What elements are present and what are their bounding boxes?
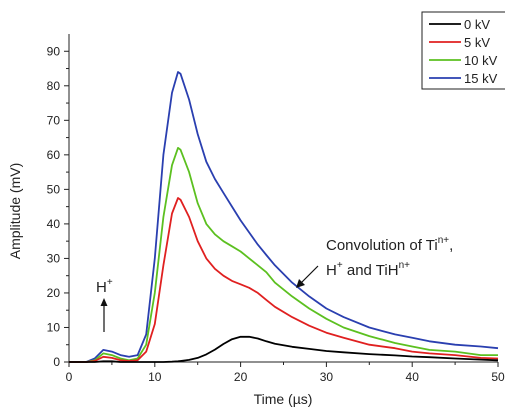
annotation-convolution-arrowhead — [296, 279, 305, 288]
x-tick-label: 50 — [491, 370, 505, 384]
x-axis-title: Time (µs) — [254, 391, 313, 407]
annotation-convolution-line1: Convolution of Tin+, — [326, 235, 453, 254]
y-tick-label: 90 — [47, 44, 61, 58]
x-tick-label: 40 — [406, 370, 420, 384]
y-tick-label: 80 — [47, 79, 61, 93]
series-line-5-kv — [69, 197, 499, 363]
y-tick-label: 50 — [47, 182, 61, 196]
x-tick-label: 20 — [234, 370, 248, 384]
series-line-0-kv — [69, 335, 499, 363]
legend-label: 0 kV — [464, 17, 490, 32]
annotation-convolution: Convolution of Tin+, H+ and TiHn+ — [296, 235, 453, 288]
legend-label: 15 kV — [464, 71, 498, 86]
y-tick-label: 0 — [53, 355, 60, 369]
y-tick-label: 40 — [47, 217, 61, 231]
x-tick-label: 30 — [320, 370, 334, 384]
series-line-10-kv — [69, 146, 498, 363]
annotation-h-plus: H+ — [96, 277, 113, 332]
legend: 0 kV 5 kV 10 kV 15 kV — [421, 11, 505, 90]
series-line-15-kv — [69, 71, 499, 363]
y-tick-label: 60 — [47, 148, 61, 162]
y-tick-label: 70 — [47, 113, 61, 127]
series-lines — [69, 71, 499, 363]
annotation-convolution-line2: H+ and TiHn+ — [326, 260, 410, 279]
legend-label: 5 kV — [464, 35, 490, 50]
y-tick-label: 10 — [47, 320, 61, 334]
x-axis-ticks: 0 10 20 30 40 50 — [66, 362, 505, 384]
annotation-h-plus-arrowhead — [100, 298, 108, 306]
annotation-convolution-arrow — [298, 265, 319, 286]
y-tick-label: 30 — [47, 251, 61, 265]
y-axis-title: Amplitude (mV) — [7, 163, 23, 259]
legend-label: 10 kV — [464, 53, 498, 68]
y-axis-ticks: 0 10 20 30 40 50 60 70 80 90 — [47, 44, 69, 369]
x-tick-label: 10 — [148, 370, 162, 384]
annotation-h-plus-label: H+ — [96, 277, 113, 296]
x-tick-label: 0 — [66, 370, 73, 384]
y-tick-label: 20 — [47, 286, 61, 300]
